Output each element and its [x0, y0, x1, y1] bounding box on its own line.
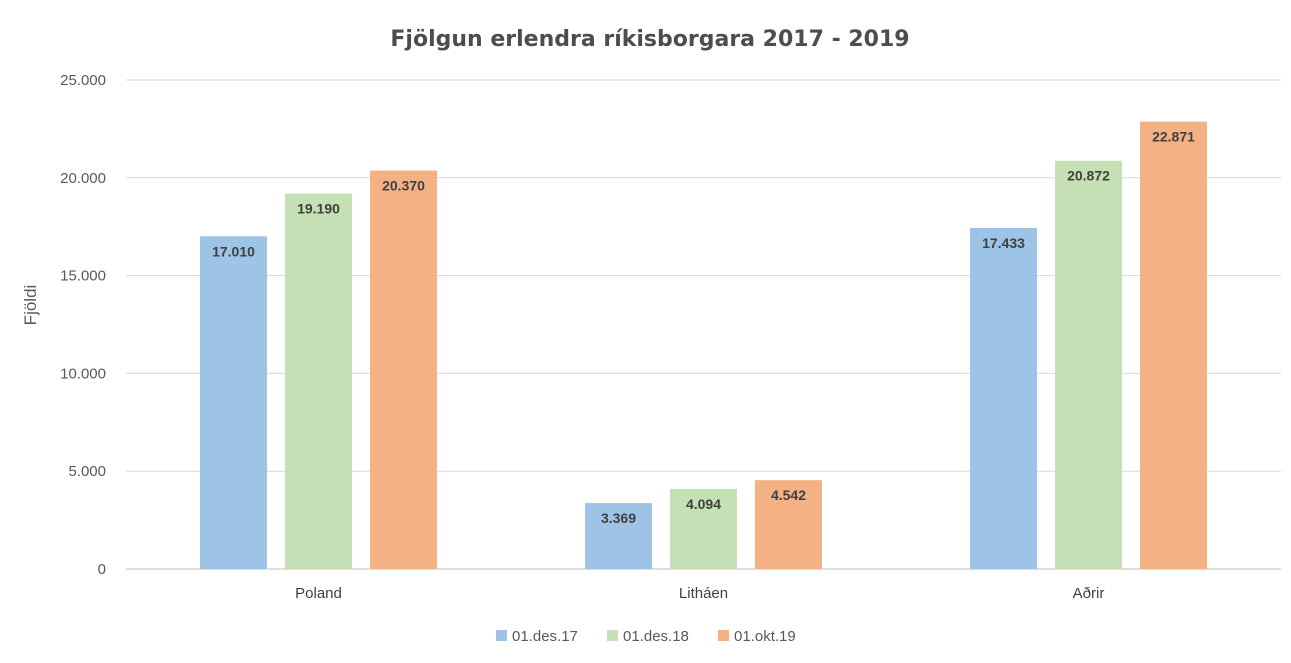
data-label: 4.094 — [686, 496, 721, 512]
chart-title: Fjölgun erlendra ríkisborgara 2017 - 201… — [390, 27, 909, 52]
y-tick-label: 5.000 — [68, 463, 106, 480]
data-label: 22.871 — [1152, 129, 1195, 145]
bar — [1140, 121, 1207, 569]
data-label: 19.190 — [297, 201, 340, 217]
data-labels: 17.010 19.190 20.370 3.369 4.094 4.542 17.433 2… — [212, 129, 1195, 526]
bar — [285, 193, 352, 569]
y-tick-label: 20.000 — [60, 170, 106, 187]
bar — [370, 170, 437, 569]
data-label: 17.433 — [982, 235, 1025, 251]
bar — [200, 236, 267, 569]
legend-entry: 01.des.18 — [623, 628, 689, 645]
bar — [755, 480, 822, 569]
data-label: 4.542 — [771, 487, 806, 503]
data-label: 17.010 — [212, 243, 255, 259]
axis-ticks: 0 5.000 10.000 15.000 20.000 25.000 Poland Lith… — [60, 72, 1104, 602]
legend-swatch — [607, 630, 618, 641]
legend-swatch — [496, 630, 507, 641]
y-tick-label: 10.000 — [60, 365, 106, 382]
legend-entry: 01.okt.19 — [734, 628, 796, 645]
legend: 01.des.17 01.des.18 01.okt.19 — [496, 628, 796, 645]
x-tick-label: Aðrir — [1073, 585, 1105, 602]
x-tick-label: Litháen — [679, 585, 728, 602]
y-tick-label: 15.000 — [60, 268, 106, 285]
bar — [585, 503, 652, 569]
bar — [970, 228, 1037, 570]
bar — [670, 488, 737, 569]
bar — [1055, 160, 1122, 569]
y-axis-label: Fjöldi — [21, 285, 40, 326]
x-tick-label: Poland — [295, 585, 342, 602]
data-label: 3.369 — [601, 510, 636, 526]
data-label: 20.370 — [382, 178, 425, 194]
legend-swatch — [718, 630, 729, 641]
y-tick-label: 0 — [98, 561, 106, 578]
y-tick-label: 25.000 — [60, 72, 106, 89]
legend-entry: 01.des.17 — [512, 628, 578, 645]
data-label: 20.872 — [1067, 168, 1110, 184]
bars — [200, 121, 1207, 570]
